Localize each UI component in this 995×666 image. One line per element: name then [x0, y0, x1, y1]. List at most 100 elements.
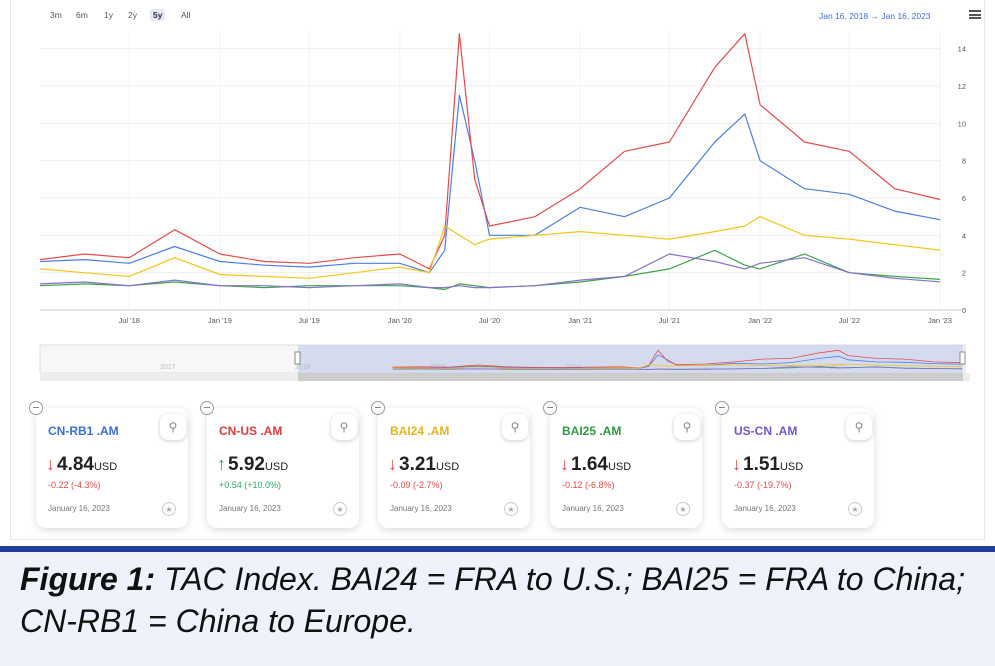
card-value-number: 3.21: [399, 454, 436, 475]
card-value: ↓ 3.21USD: [388, 454, 459, 476]
y-tick-label: 2: [962, 269, 966, 278]
card-series-name: US-CN .AM: [734, 424, 798, 438]
search-icon[interactable]: ⚲: [331, 414, 357, 440]
chart-series: [39, 33, 941, 291]
card-change: -0.22 (-4.3%): [48, 480, 101, 490]
remove-icon[interactable]: [715, 401, 729, 415]
navigator-line-1: [392, 349, 963, 369]
x-tick-label: Jan '20: [388, 316, 412, 325]
series-line-1: [39, 33, 941, 270]
card-date: January 16, 2023: [219, 504, 281, 513]
arrow-up-icon: ↑: [217, 454, 226, 474]
navigator-line-2: [392, 363, 963, 370]
card-unit: USD: [607, 461, 632, 473]
card-change: +0.54 (+10.0%): [219, 480, 282, 490]
search-icon[interactable]: ⚲: [160, 414, 186, 440]
card-value-number: 5.92: [228, 454, 265, 475]
x-tick-label: Jan '21: [568, 316, 592, 325]
y-tick-label: 14: [958, 45, 966, 54]
star-icon[interactable]: ★: [333, 502, 347, 516]
card-value: ↓ 1.51USD: [732, 454, 803, 476]
series-line-0: [39, 94, 941, 274]
card-value-number: 1.64: [571, 454, 608, 475]
navigator-handle-left[interactable]: [294, 351, 301, 365]
search-icon[interactable]: ⚲: [674, 414, 700, 440]
card-change: -0.37 (-19.7%): [734, 480, 792, 490]
card-change: -0.12 (-6.8%): [562, 480, 615, 490]
card-value: ↓ 1.64USD: [560, 454, 631, 476]
range-button-2y[interactable]: 2y: [128, 10, 137, 20]
card-value: ↓ 4.84USD: [46, 454, 117, 476]
caption-label: Figure 1:: [20, 561, 156, 597]
chart-grid: [40, 30, 941, 311]
star-icon[interactable]: ★: [676, 502, 690, 516]
figure-caption: Figure 1: TAC Index. BAI24 = FRA to U.S.…: [20, 558, 990, 642]
caption-text: TAC Index. BAI24 = FRA to U.S.; BAI25 = …: [20, 561, 965, 639]
search-icon[interactable]: ⚲: [846, 414, 872, 440]
range-button-all[interactable]: All: [181, 10, 191, 20]
x-tick-label: Jan '22: [748, 316, 772, 325]
series-line-4: [39, 253, 941, 289]
card-value-number: 1.51: [743, 454, 780, 475]
caption-bar: [0, 546, 995, 666]
card-date: January 16, 2023: [48, 504, 110, 513]
card-change: -0.09 (-2.7%): [390, 480, 443, 490]
x-tick-label: Jul '19: [298, 316, 319, 325]
star-icon[interactable]: ★: [504, 502, 518, 516]
series-card[interactable]: ⚲ US-CN .AM ↓ 1.51USD -0.37 (-19.7%) January …: [715, 401, 874, 528]
scrollbar-thumb[interactable]: [298, 373, 963, 381]
arrow-down-icon: ↓: [46, 454, 55, 474]
card-series-name: BAI24 .AM: [390, 424, 450, 438]
x-tick-label: Jan '23: [928, 316, 952, 325]
series-line-2: [39, 216, 941, 279]
navigator-line-0: [392, 354, 963, 369]
star-icon[interactable]: ★: [848, 502, 862, 516]
x-tick-label: Jul '22: [839, 316, 860, 325]
card-series-name: BAI25 .AM: [562, 424, 622, 438]
hamburger-menu-icon[interactable]: [969, 10, 981, 19]
x-tick-label: Jul '21: [659, 316, 680, 325]
navigator-line-4: [392, 366, 963, 370]
navigator-year-label: 2017: [160, 364, 176, 371]
range-button-3m[interactable]: 3m: [50, 10, 62, 20]
y-tick-label: 8: [962, 157, 966, 166]
y-axis: 02468101214: [958, 45, 966, 315]
card-unit: USD: [93, 461, 118, 473]
remove-icon[interactable]: [200, 401, 214, 415]
y-tick-label: 12: [958, 82, 966, 91]
range-button-5y[interactable]: 5y: [150, 9, 166, 21]
card-value: ↑ 5.92USD: [217, 454, 288, 476]
card-series-name: CN-US .AM: [219, 424, 283, 438]
series-card[interactable]: ⚲ CN-US .AM ↑ 5.92USD +0.54 (+10.0%) January …: [200, 401, 359, 528]
x-tick-label: Jul '20: [479, 316, 500, 325]
star-icon[interactable]: ★: [162, 502, 176, 516]
arrow-down-icon: ↓: [560, 454, 569, 474]
search-icon[interactable]: ⚲: [502, 414, 528, 440]
date-range-display[interactable]: Jan 16, 2018 → Jan 16, 2023: [819, 11, 931, 21]
x-tick-label: Jul '18: [118, 316, 139, 325]
navigator-year-label: 2018: [295, 364, 311, 371]
series-card[interactable]: ⚲ BAI25 .AM ↓ 1.64USD -0.12 (-6.8%) January 1…: [543, 401, 702, 528]
navigator: 2017 2018 2019 2020 2021 2022: [39, 344, 970, 381]
series-card[interactable]: ⚲ CN-RB1 .AM ↓ 4.84USD -0.22 (-4.3%) January …: [29, 401, 188, 528]
card-date: January 16, 2023: [562, 504, 624, 513]
card-date: January 16, 2023: [734, 504, 796, 513]
card-value-number: 4.84: [57, 454, 94, 475]
y-tick-label: 6: [962, 194, 966, 203]
range-button-6m[interactable]: 6m: [76, 10, 88, 20]
arrow-down-icon: ↓: [732, 454, 741, 474]
y-tick-label: 4: [962, 231, 966, 240]
arrow-down-icon: ↓: [388, 454, 397, 474]
remove-icon[interactable]: [29, 401, 43, 415]
y-tick-label: 10: [958, 119, 966, 128]
series-card[interactable]: ⚲ BAI24 .AM ↓ 3.21USD -0.09 (-2.7%) January 1…: [371, 401, 530, 528]
card-series-name: CN-RB1 .AM: [48, 424, 119, 438]
x-axis: Jul '18 Jan '19 Jul '19 Jan '20 Jul '20 Jan '…: [40, 309, 965, 325]
remove-icon[interactable]: [371, 401, 385, 415]
navigator-year-label: 2021: [700, 364, 716, 371]
navigator-handle-right[interactable]: [959, 351, 966, 365]
remove-icon[interactable]: [543, 401, 557, 415]
range-button-1y[interactable]: 1y: [104, 10, 113, 20]
card-unit: USD: [264, 461, 289, 473]
